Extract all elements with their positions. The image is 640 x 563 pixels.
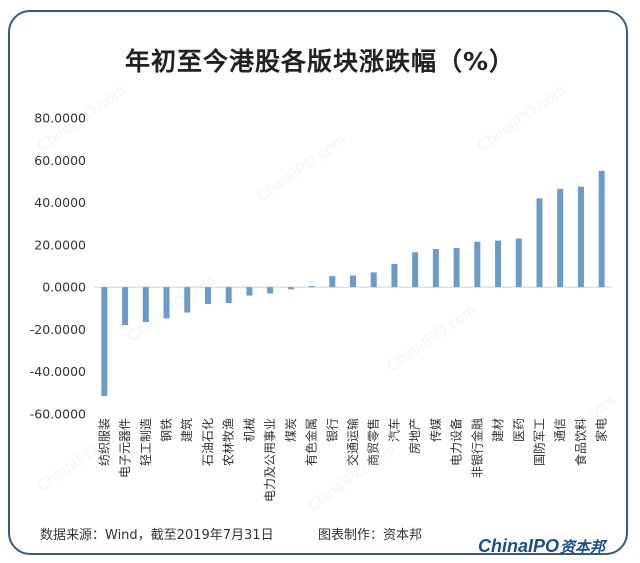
x-tick-label: 农林牧渔	[222, 418, 236, 466]
x-tick-label: 有色金属	[304, 418, 319, 466]
bar	[287, 287, 294, 290]
chart-maker-note: 图表制作：资本邦	[318, 528, 423, 543]
bar	[122, 287, 129, 326]
bar	[350, 275, 356, 288]
x-tick-label: 电力设备	[450, 418, 464, 466]
bar	[474, 241, 481, 288]
bar	[495, 240, 502, 288]
x-tick-label: 非银行金融	[469, 418, 484, 478]
x-tick-label: 通信	[553, 418, 567, 442]
x-tick-label: 银行	[325, 418, 339, 442]
y-tick-label: 60.0000	[34, 153, 86, 168]
x-tick-label: 传媒	[428, 418, 443, 442]
x-tick-label: 建材	[491, 418, 505, 442]
x-tick-label: 食品饮料	[573, 418, 588, 466]
bar	[515, 238, 522, 288]
x-tick-label: 家电	[594, 418, 609, 442]
y-tick-label: 20.0000	[34, 237, 86, 252]
x-tick-label: 汽车	[386, 418, 401, 442]
x-tick-label: 钢铁	[160, 418, 174, 442]
y-tick-label: -60.0000	[30, 407, 86, 422]
bar	[204, 287, 211, 305]
bar	[536, 198, 543, 288]
data-source-note: 数据来源：Wind，截至2019年7月31日	[40, 528, 274, 543]
x-tick-label: 电力及公用事业	[263, 418, 277, 502]
bar	[329, 276, 336, 288]
x-tick-label: 轻工制造	[139, 418, 153, 466]
bar	[246, 287, 253, 296]
bar	[163, 287, 170, 319]
x-tick-label: 商贸零售	[366, 418, 381, 466]
x-tick-label: 房地产	[407, 418, 422, 454]
y-tick-label: 80.0000	[34, 111, 86, 126]
chart-card	[8, 10, 628, 555]
y-tick-label: -40.0000	[30, 364, 86, 379]
brand-logo: ChinaIPO资本邦	[478, 536, 605, 557]
chart-title: 年初至今港股各版块涨跌幅（%）	[124, 47, 516, 76]
bar	[184, 287, 191, 313]
bar	[598, 170, 605, 288]
x-tick-label: 国防军工	[531, 418, 546, 466]
bar	[142, 287, 149, 323]
x-tick-label: 建筑	[179, 418, 194, 442]
bar	[453, 248, 460, 288]
bar	[557, 188, 564, 288]
bar	[267, 287, 274, 294]
bar	[370, 272, 377, 288]
y-tick-label: 0.0000	[42, 280, 86, 295]
x-tick-label: 石油石化	[201, 418, 215, 466]
bar	[308, 286, 315, 288]
logo-cn: 资本邦	[560, 539, 606, 556]
x-tick-label: 交通运输	[345, 418, 360, 466]
bar	[412, 252, 419, 288]
x-tick-label: 机械	[241, 418, 256, 442]
bar	[101, 287, 108, 397]
y-tick-label: 40.0000	[34, 195, 86, 210]
bar	[432, 249, 439, 288]
x-tick-label: 煤炭	[284, 418, 298, 442]
x-tick-label: 电子元器件	[118, 418, 132, 478]
logo-latin: ChinaIPO	[478, 536, 560, 556]
x-tick-label: 医药	[512, 418, 526, 442]
y-tick-label: -20.0000	[30, 322, 86, 337]
bar	[391, 263, 398, 288]
bar	[577, 186, 584, 288]
x-tick-label: 纺织服装	[97, 418, 111, 466]
bar	[225, 287, 232, 303]
